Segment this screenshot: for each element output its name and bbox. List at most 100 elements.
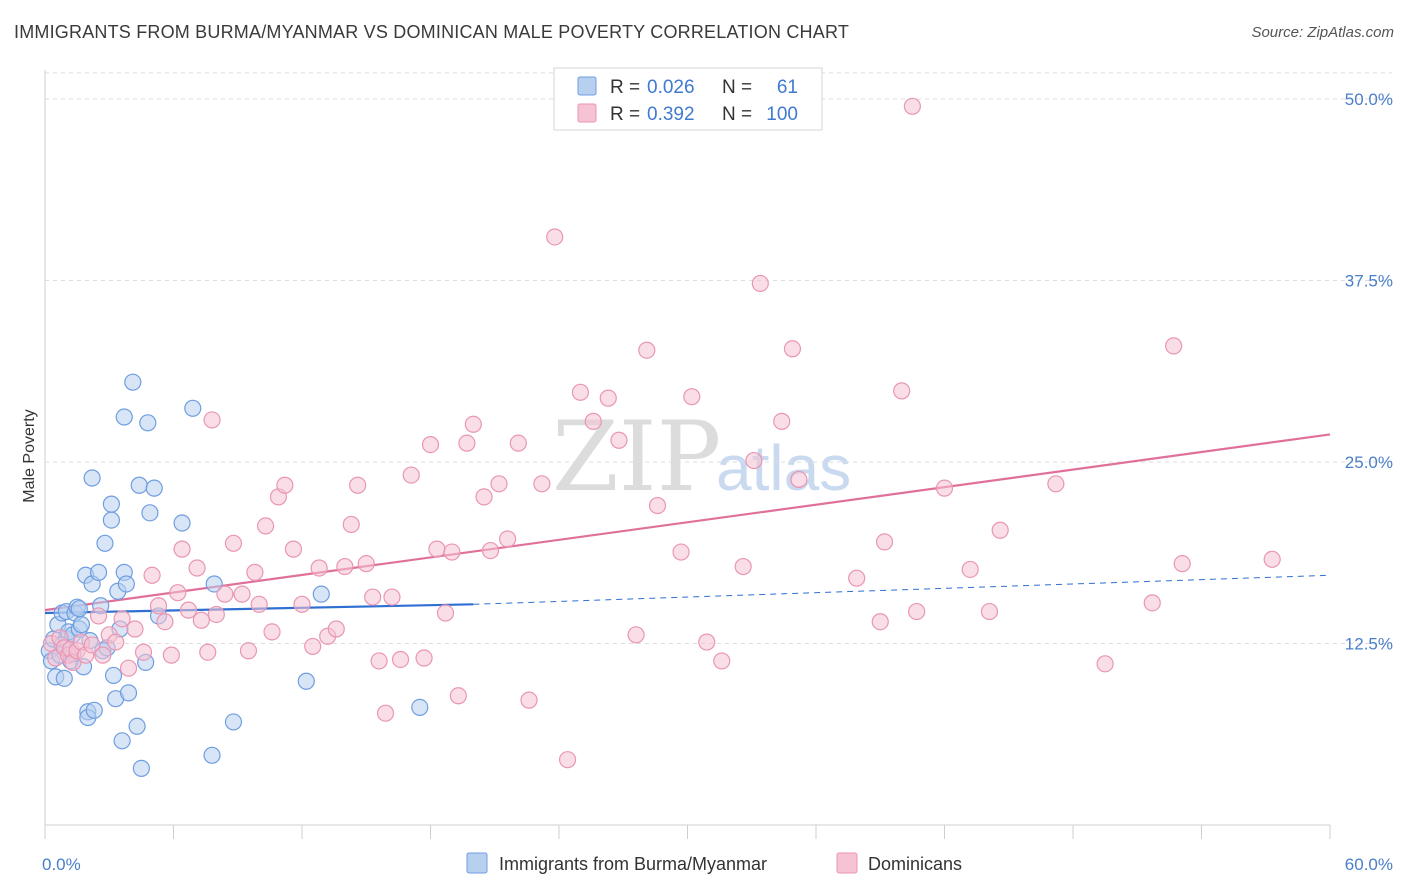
dominican-point [449, 687, 467, 705]
burma-point [124, 373, 142, 391]
legend-n-value-1: 61 [777, 77, 798, 98]
burma-point [224, 713, 243, 731]
burma-point [102, 495, 120, 513]
dominican-point [246, 563, 264, 581]
dominican-point [349, 476, 367, 494]
chart-title: IMMIGRANTS FROM BURMA/MYANMAR VS DOMINIC… [14, 22, 850, 42]
y-tick-label: 25.0% [1345, 453, 1393, 472]
x-tick-label-end: 60.0% [1345, 855, 1393, 874]
dominican-point [263, 623, 281, 641]
dominican-point [370, 652, 388, 670]
burma-point [203, 746, 221, 764]
trendline-burma-extension [473, 574, 1331, 605]
series-legend-swatch-blue [466, 852, 488, 874]
dominican-point [1165, 337, 1183, 355]
dominican-point [89, 607, 108, 625]
burma-point [119, 684, 138, 702]
dominican-point [991, 521, 1009, 539]
legend-swatch-blue [577, 76, 597, 96]
dominican-point [713, 652, 731, 670]
dominican-point [599, 389, 617, 407]
dominican-point [188, 559, 206, 577]
dominican-point [871, 613, 889, 631]
dominican-point [256, 517, 275, 535]
y-tick-label: 50.0% [1345, 90, 1393, 109]
dominican-point [464, 415, 482, 433]
dominican-point [520, 691, 538, 709]
dominican-point [203, 411, 221, 429]
burma-point [104, 666, 123, 685]
burma-point [102, 511, 120, 529]
burma-point [173, 514, 191, 532]
dominican-point [908, 602, 926, 621]
dominican-point [357, 555, 375, 573]
dominican-point [143, 566, 161, 584]
dominican-point [475, 488, 493, 506]
dominican-point [436, 604, 455, 622]
dominican-point [250, 595, 268, 613]
dominican-point [683, 388, 701, 406]
burma-point [83, 469, 101, 487]
dominican-point [162, 646, 180, 664]
burma-point [130, 476, 148, 494]
dominican-point [224, 534, 243, 552]
dominican-point [734, 557, 752, 576]
dominican-point [119, 659, 138, 677]
series-legend: Immigrants from Burma/Myanmar Dominicans [466, 852, 962, 874]
dominican-point [558, 751, 577, 769]
dominican-point [304, 637, 322, 656]
dominican-point [94, 646, 112, 664]
axes [44, 70, 1331, 839]
burma-point [297, 672, 315, 690]
dominican-point [790, 470, 808, 489]
dominican-point [293, 595, 311, 613]
burma-point [141, 504, 159, 522]
dominican-point [173, 540, 191, 558]
dominican-point [980, 602, 999, 621]
burma-point [85, 701, 103, 719]
burma-point [117, 575, 135, 593]
stats-legend-box [553, 67, 823, 131]
burma-point [96, 534, 114, 552]
dominican-point [783, 340, 802, 358]
dominican-point [443, 543, 461, 561]
dominican-point [233, 585, 251, 603]
dominican-point [1047, 475, 1065, 493]
dominican-point [773, 412, 791, 430]
burma-point [70, 600, 88, 618]
burma-point [312, 585, 330, 603]
dominican-point [402, 466, 420, 484]
watermark-atlas: atlas [716, 432, 851, 504]
dominican-point [1096, 655, 1114, 673]
dominican-point [383, 588, 401, 606]
dominican-point [149, 597, 168, 615]
dominican-point [638, 341, 656, 359]
dominican-point [216, 585, 234, 603]
dominican-point [364, 588, 382, 606]
burma-point [411, 698, 429, 716]
dominican-point [391, 650, 410, 669]
dominican-point [156, 613, 174, 631]
legend-r-label-2: R = [610, 104, 640, 125]
dominican-point [199, 643, 217, 661]
series-dominican-points [42, 97, 1281, 769]
watermark-zip: ZIP [552, 401, 721, 513]
dominican-point [875, 533, 894, 551]
y-tick-label: 12.5% [1345, 635, 1393, 654]
dominican-point [113, 610, 131, 628]
burma-point [145, 479, 163, 497]
dominican-point [207, 605, 225, 624]
dominican-point [571, 383, 590, 401]
trendline-dominican [44, 433, 1331, 612]
dominican-point [179, 601, 198, 619]
dominican-point [1263, 550, 1281, 568]
legend-n-value-2: 100 [766, 104, 798, 125]
y-axis-label: Male Poverty [21, 409, 38, 502]
burma-point [184, 399, 202, 417]
dominican-point [415, 649, 433, 667]
dominican-point [107, 633, 125, 651]
legend-r-value-2: 0.392 [647, 104, 695, 125]
dominican-point [848, 569, 866, 587]
dominican-point [327, 620, 345, 638]
